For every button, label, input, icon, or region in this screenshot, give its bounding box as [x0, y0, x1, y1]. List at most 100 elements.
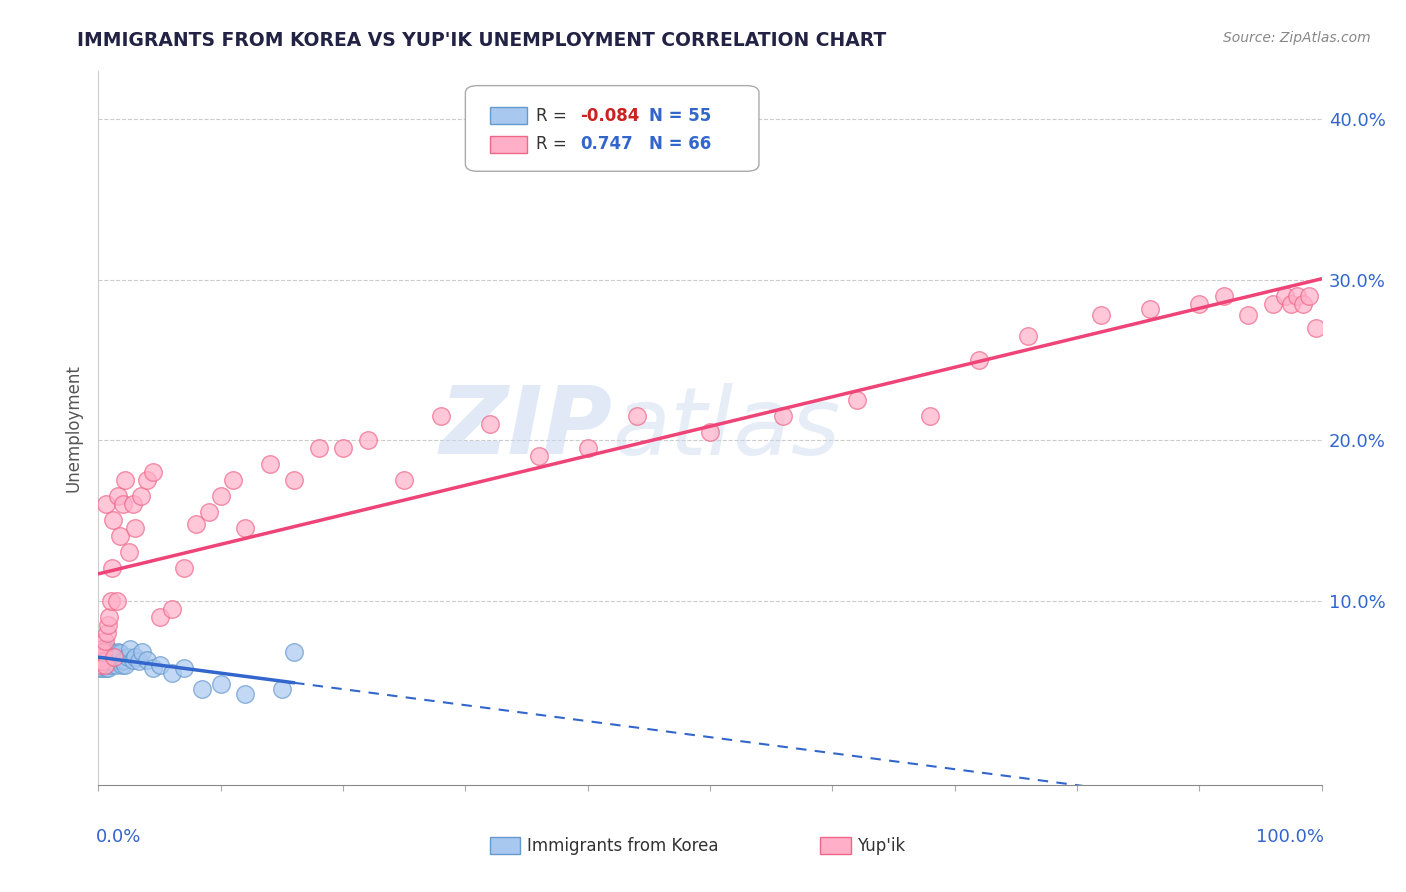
Point	[114, 473, 136, 487]
Point	[91, 655, 114, 669]
Point	[91, 649, 114, 664]
Text: atlas: atlas	[612, 383, 841, 474]
Point	[97, 645, 120, 659]
Point	[136, 653, 159, 667]
Bar	[820, 837, 851, 855]
Point	[160, 601, 183, 615]
Point	[967, 353, 990, 368]
Text: R =: R =	[536, 136, 578, 153]
Point	[94, 655, 117, 669]
Point	[97, 661, 120, 675]
Point	[1305, 321, 1327, 335]
Point	[191, 681, 214, 696]
Point	[91, 645, 114, 659]
Point	[91, 661, 114, 675]
Point	[96, 657, 118, 672]
Text: 100.0%: 100.0%	[1256, 828, 1324, 846]
Point	[845, 393, 868, 408]
Point	[89, 657, 111, 672]
Point	[103, 649, 125, 664]
Point	[430, 409, 453, 424]
Point	[186, 516, 208, 531]
Point	[91, 655, 114, 669]
Point	[111, 655, 134, 669]
Point	[89, 649, 111, 664]
Point	[110, 647, 132, 661]
Point	[117, 649, 139, 664]
Point	[527, 449, 550, 463]
Point	[94, 497, 117, 511]
Point	[1292, 297, 1315, 311]
Point	[160, 665, 183, 680]
Point	[699, 425, 721, 439]
Point	[1212, 289, 1234, 303]
Point	[100, 649, 122, 664]
Point	[136, 473, 159, 487]
Point	[332, 441, 354, 455]
Point	[1188, 297, 1211, 311]
Point	[104, 657, 127, 672]
Point	[98, 655, 121, 669]
Point	[772, 409, 794, 424]
Point	[96, 641, 118, 656]
Point	[112, 653, 135, 667]
Point	[90, 657, 112, 672]
Point	[90, 649, 112, 664]
Point	[111, 497, 134, 511]
Point	[107, 645, 129, 659]
Point	[128, 655, 150, 669]
Point	[356, 433, 378, 447]
Point	[270, 681, 294, 696]
Point	[93, 657, 115, 672]
Point	[129, 489, 152, 503]
Point	[173, 561, 195, 575]
FancyBboxPatch shape	[465, 86, 759, 171]
Point	[149, 609, 172, 624]
Point	[1261, 297, 1284, 311]
Bar	[489, 837, 520, 855]
Point	[101, 653, 124, 667]
Text: -0.084: -0.084	[581, 107, 640, 125]
Point	[91, 641, 114, 656]
Point	[100, 593, 122, 607]
Text: 0.0%: 0.0%	[96, 828, 142, 846]
Point	[111, 657, 134, 672]
Point	[209, 677, 232, 691]
Point	[101, 655, 124, 669]
Point	[209, 489, 232, 503]
Point	[93, 649, 115, 664]
Point	[91, 641, 114, 656]
Point	[94, 661, 117, 675]
Point	[259, 457, 281, 471]
Point	[103, 649, 125, 664]
Point	[124, 521, 146, 535]
Point	[120, 641, 142, 656]
Point	[131, 645, 153, 659]
Point	[114, 657, 136, 672]
Point	[91, 645, 114, 659]
Point	[222, 473, 245, 487]
Point	[89, 661, 111, 675]
Point	[97, 653, 120, 667]
Point	[197, 505, 219, 519]
Point	[233, 687, 256, 701]
Point	[93, 633, 115, 648]
Point	[121, 497, 143, 511]
Text: IMMIGRANTS FROM KOREA VS YUP'IK UNEMPLOYMENT CORRELATION CHART: IMMIGRANTS FROM KOREA VS YUP'IK UNEMPLOY…	[77, 31, 887, 50]
Point	[920, 409, 942, 424]
Point	[626, 409, 648, 424]
Point	[233, 521, 256, 535]
Text: Immigrants from Korea: Immigrants from Korea	[526, 837, 718, 855]
Point	[283, 473, 305, 487]
Point	[97, 617, 120, 632]
Point	[173, 661, 195, 675]
Text: N = 55: N = 55	[648, 107, 711, 125]
Point	[118, 545, 141, 559]
Point	[1139, 301, 1161, 316]
Point	[105, 593, 128, 607]
Point	[98, 647, 121, 661]
Point	[149, 657, 172, 672]
Point	[96, 649, 118, 664]
Text: R =: R =	[536, 107, 572, 125]
Point	[107, 489, 129, 503]
